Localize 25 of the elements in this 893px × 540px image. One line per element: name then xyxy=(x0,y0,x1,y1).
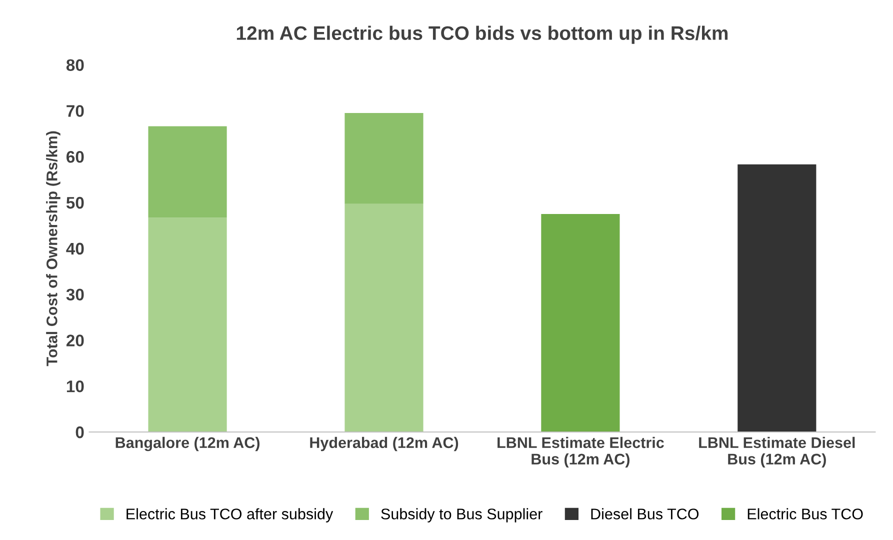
chart-title: 12m AC Electric bus TCO bids vs bottom up in Rs/km xyxy=(236,26,728,44)
y-tick-label: 60 xyxy=(66,151,84,163)
y-axis-title: Total Cost of Ownership (Rs/km) xyxy=(46,131,60,366)
x-tick-label: LBNL Estimate Electric Bus (12m AC) xyxy=(498,436,664,468)
y-tick-label: 70 xyxy=(66,105,84,117)
legend-label: Diesel Bus TCO xyxy=(591,508,699,520)
y-tick-label: 0 xyxy=(76,426,84,438)
x-tick-label: LBNL Estimate Diesel Bus (12m AC) xyxy=(699,436,855,468)
x-tick-label: Hyderabad (12m AC) xyxy=(310,436,458,452)
bar xyxy=(738,164,816,432)
legend-label: Electric Bus TCO xyxy=(748,508,863,520)
bar xyxy=(344,204,424,432)
y-tick-label: 20 xyxy=(66,334,84,346)
y-tick-label: 80 xyxy=(66,59,84,72)
y-tick-label: 30 xyxy=(66,288,84,301)
bar xyxy=(541,214,620,432)
y-tick-label: 40 xyxy=(66,242,84,255)
bar xyxy=(148,218,227,432)
legend-label: Subsidy to Bus Supplier xyxy=(381,508,542,522)
x-tick-label: Bangalore (12m AC) xyxy=(116,436,260,452)
bar xyxy=(344,112,424,204)
y-tick-label: 50 xyxy=(66,196,84,209)
bar xyxy=(148,126,227,218)
legend-label: Electric Bus TCO after subsidy xyxy=(126,508,334,522)
y-tick-label: 10 xyxy=(66,380,84,392)
